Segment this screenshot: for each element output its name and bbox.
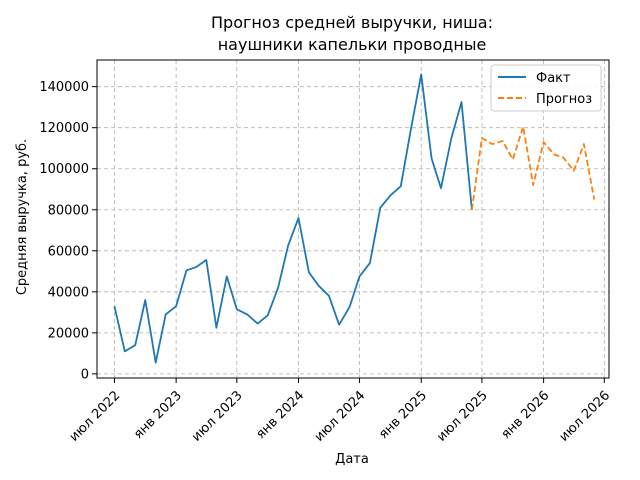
y-tick-label: 80000 bbox=[48, 203, 89, 218]
legend-label-forecast: Прогноз bbox=[536, 92, 592, 107]
plot-frame bbox=[96, 59, 610, 379]
y-tick-label: 100000 bbox=[39, 162, 89, 177]
y-tick-label: 0 bbox=[81, 367, 89, 382]
y-axis-label: Средняя выручка, руб. bbox=[15, 139, 30, 295]
legend: Факт Прогноз bbox=[490, 64, 602, 112]
grid bbox=[97, 60, 609, 378]
y-tick-label: 120000 bbox=[39, 121, 89, 136]
y-tick-label: 140000 bbox=[39, 80, 89, 95]
axes bbox=[96, 59, 610, 379]
series-lines bbox=[113, 73, 596, 364]
series-forecast-line bbox=[471, 125, 596, 210]
y-tick-label: 40000 bbox=[48, 285, 89, 300]
series-fact-line bbox=[113, 73, 473, 364]
chart-title-line-1: Прогноз средней выручки, ниша: bbox=[211, 13, 493, 32]
y-tick-label: 20000 bbox=[48, 326, 89, 341]
legend-label-fact: Факт bbox=[536, 71, 571, 86]
chart-title-line-2: наушники капельки проводные bbox=[218, 35, 487, 54]
x-axis-label: Дата bbox=[335, 452, 369, 467]
y-tick-label: 60000 bbox=[48, 244, 89, 259]
y-ticks: 0 20000 40000 60000 80000 100000 120000 140000 bbox=[39, 80, 97, 382]
